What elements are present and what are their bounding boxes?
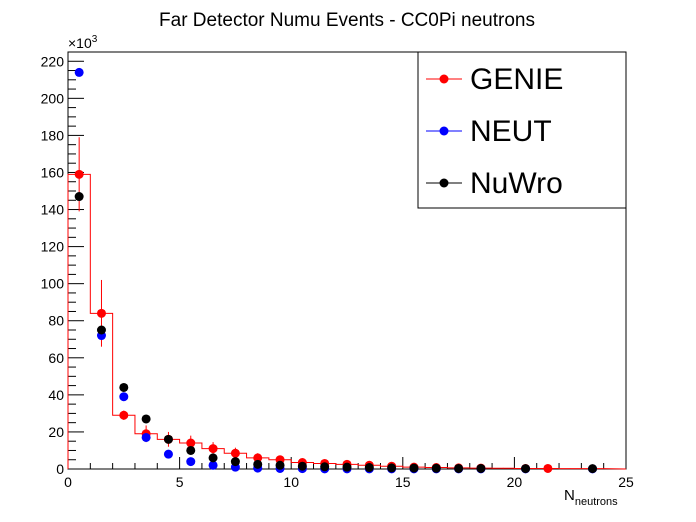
data-point: [320, 462, 330, 472]
legend-label: NuWro: [470, 167, 563, 200]
data-point: [588, 464, 598, 474]
legend-marker: [439, 126, 449, 136]
legend-label: GENIE: [470, 63, 563, 96]
data-point: [119, 382, 129, 392]
y-tick-label: 200: [41, 90, 65, 106]
data-point: [543, 463, 553, 473]
data-point: [476, 463, 486, 473]
y-exponent-power: 3: [92, 34, 98, 45]
data-point: [454, 463, 464, 473]
data-point: [342, 462, 352, 472]
y-tick-label: 0: [56, 461, 64, 477]
legend: GENIE NEUT NuWro: [417, 51, 627, 209]
y-tick-label: 20: [48, 424, 64, 440]
data-point: [208, 453, 218, 463]
x-tick-label: 25: [618, 474, 634, 490]
y-tick-label: 40: [48, 387, 64, 403]
x-tick-label: 15: [395, 474, 411, 490]
x-axis-label-main: N: [564, 487, 575, 504]
y-tick-label: 140: [41, 202, 65, 218]
y-tick-label: 60: [48, 350, 64, 366]
data-point: [141, 432, 151, 442]
axes: 0 5 10 15 20 25 0 20 40 60 80 100 120 140 160 180 200 220: [41, 51, 634, 490]
series-layer: [67, 67, 627, 474]
data-point: [387, 463, 397, 473]
data-point: [409, 463, 419, 473]
data-point: [74, 67, 84, 77]
x-tick-label: 20: [507, 474, 523, 490]
x-tick-label: 5: [176, 474, 184, 490]
y-exponent-base: ×10: [68, 35, 92, 51]
data-point: [208, 444, 218, 454]
data-point: [119, 410, 129, 420]
data-point: [253, 453, 263, 463]
data-point: [163, 434, 173, 444]
data-point: [141, 414, 151, 424]
y-tick-label: 220: [41, 53, 65, 69]
x-tick-label: 10: [283, 474, 299, 490]
y-tick-label: 180: [41, 127, 65, 143]
legend-marker: [439, 178, 449, 188]
data-point: [74, 169, 84, 179]
data-point: [186, 445, 196, 455]
data-point: [163, 449, 173, 459]
y-tick-label: 160: [41, 164, 65, 180]
x-axis-label-sub: neutrons: [575, 496, 618, 508]
series-nuwro: [74, 192, 598, 474]
y-exponent-label: ×103: [68, 34, 98, 51]
data-point: [74, 192, 84, 202]
legend-marker: [439, 74, 449, 84]
data-point: [230, 457, 240, 467]
data-point: [431, 463, 441, 473]
legend-box: [417, 51, 627, 209]
data-point: [364, 463, 374, 473]
data-point: [230, 448, 240, 458]
x-axis-label: Nneutrons: [564, 487, 618, 508]
y-tick-label: 120: [41, 239, 65, 255]
data-point: [96, 308, 106, 318]
data-point: [119, 392, 129, 402]
legend-label: NEUT: [470, 115, 552, 148]
x-tick-label: 0: [64, 474, 72, 490]
data-point: [253, 459, 263, 469]
data-point: [297, 461, 307, 471]
data-point: [275, 460, 285, 470]
data-point: [208, 460, 218, 470]
chart-title: Far Detector Numu Events - CC0Pi neutron…: [159, 10, 535, 31]
y-tick-label: 100: [41, 276, 65, 292]
data-point: [186, 457, 196, 467]
data-point: [521, 464, 531, 474]
data-point: [186, 438, 196, 448]
y-tick-label: 80: [48, 313, 64, 329]
series-line: [67, 173, 627, 470]
data-point: [96, 325, 106, 335]
